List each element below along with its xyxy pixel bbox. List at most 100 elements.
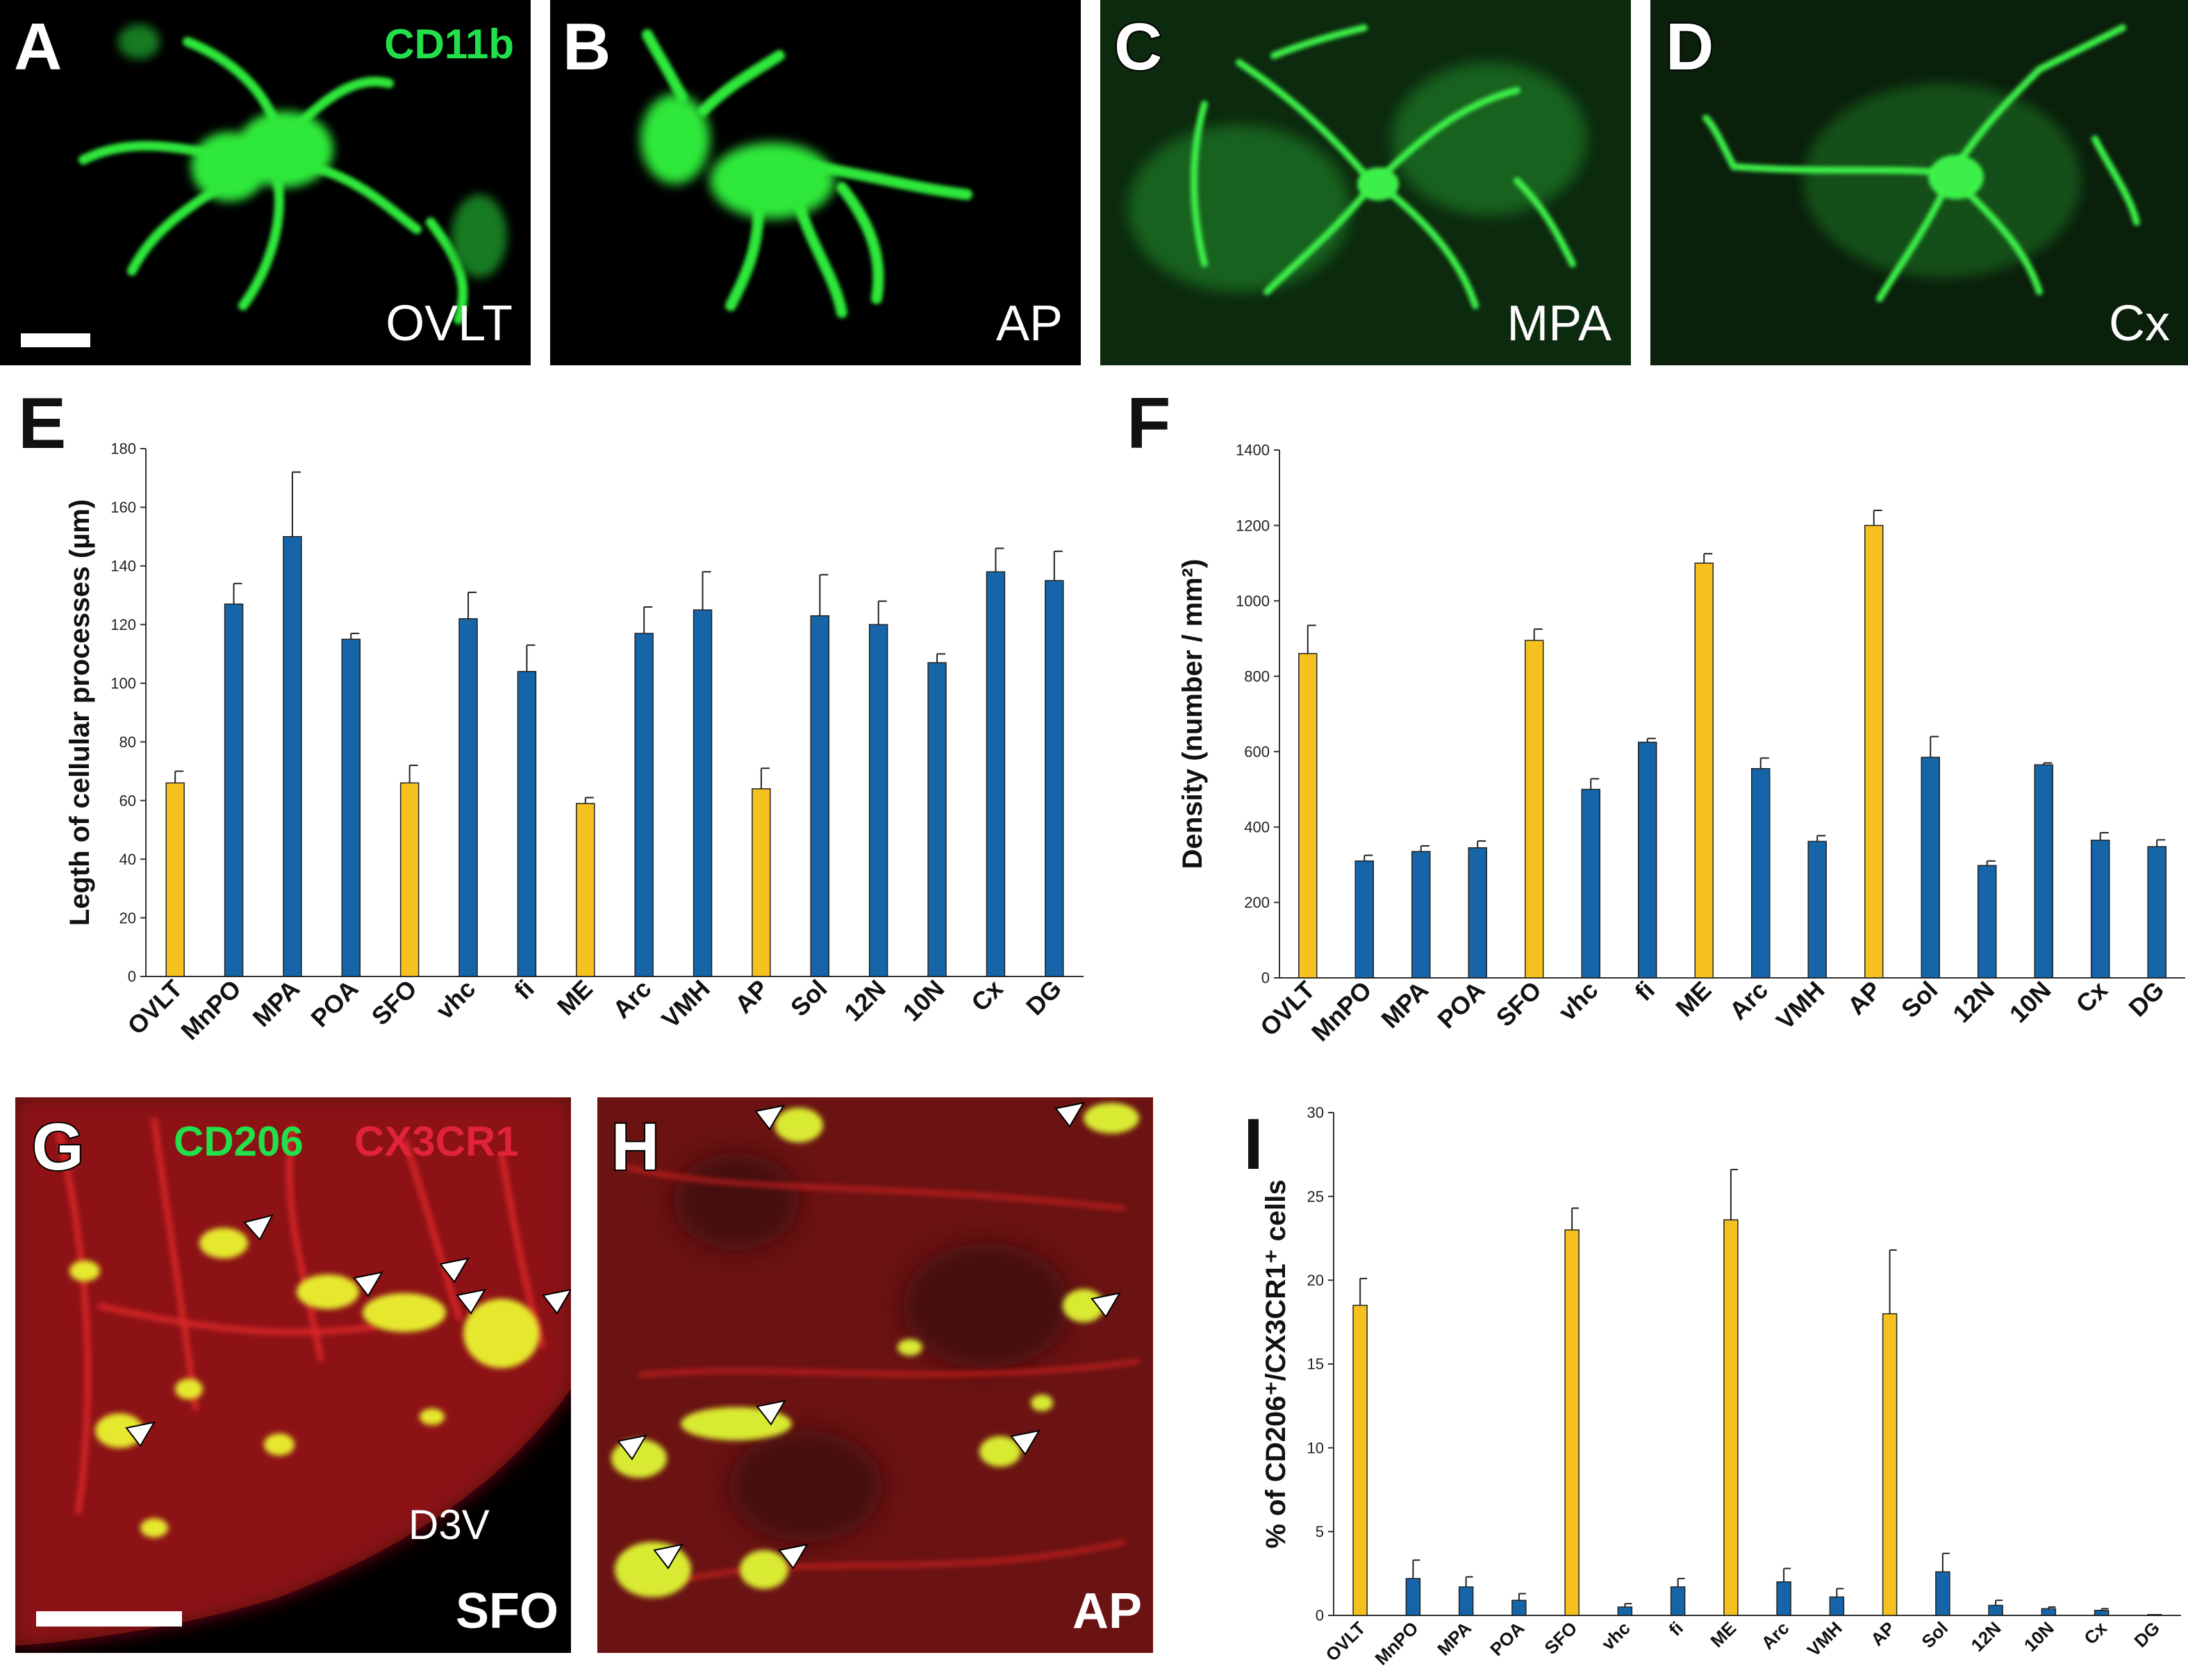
scale-bar: [36, 1611, 182, 1627]
y-axis-label: Density (number / mm²): [1177, 559, 1208, 870]
micrograph-c: C MPA: [1100, 0, 1631, 365]
y-tick-label: 800: [1244, 667, 1270, 685]
x-tick-label-ap: AP: [1866, 1617, 1899, 1650]
panel-letter-f: F: [1127, 383, 1171, 464]
region-label-sfo: SFO: [455, 1583, 558, 1639]
y-tick-label: 30: [1307, 1104, 1324, 1122]
microglia-cell-image: [1650, 0, 2188, 365]
bar-10n: [927, 662, 947, 977]
y-axis-label: Legth of cellular processes (µm): [65, 499, 95, 926]
y-tick-label: 600: [1244, 743, 1270, 760]
panel-letter-b: B: [561, 10, 612, 84]
x-tick-label-10n: 10N: [897, 974, 950, 1027]
y-tick-label: 25: [1307, 1188, 1324, 1205]
micrograph-h: H AP: [597, 1097, 1153, 1653]
x-tick-label-sfo: SFO: [1540, 1617, 1581, 1658]
y-tick-label: 1400: [1236, 442, 1270, 459]
chart-f: 0 200 400 600 800 1000 1200 1400 Density (number…: [1097, 417, 2188, 1070]
bar-sol: [810, 615, 830, 977]
x-tick-label-me: ME: [552, 974, 598, 1021]
y-tick-label: 20: [1307, 1272, 1324, 1289]
y-tick-label: 180: [110, 440, 136, 458]
x-tick-label-mnpo: MnPO: [1306, 976, 1377, 1047]
bar-vhc: [1581, 788, 1600, 979]
x-tick-label-sol: Sol: [1917, 1617, 1952, 1652]
y-tick-label: 200: [1244, 894, 1270, 911]
x-tick-label-cx: Cx: [2070, 976, 2113, 1019]
bar-mpa: [283, 535, 302, 977]
x-tick-label-arc: Arc: [607, 974, 656, 1024]
bar-sol: [1921, 756, 1940, 979]
x-tick-label-arc: Arc: [1757, 1617, 1793, 1654]
bar-ovlt: [165, 782, 185, 977]
bar-cx: [2091, 840, 2110, 979]
x-tick-label-ap: AP: [729, 974, 774, 1019]
x-tick-label-vhc: vhc: [1598, 1617, 1634, 1654]
x-tick-label-fi: fi: [1665, 1617, 1687, 1640]
y-tick-label: 80: [119, 733, 136, 751]
bar-vmh: [1829, 1596, 1845, 1616]
x-tick-label-vhc: vhc: [430, 974, 481, 1025]
bar-dg: [2147, 846, 2166, 979]
y-tick-label: 0: [128, 968, 136, 985]
region-label-mpa: MPA: [1507, 296, 1611, 351]
y-axis-label: % of CD206⁺/CX3CR1⁺ cells: [1261, 1179, 1291, 1548]
x-tick-label-mnpo: MnPO: [175, 974, 247, 1046]
micrograph-a: A CD11b OVLT: [0, 0, 531, 365]
arrowheads: [125, 1214, 571, 1447]
bar-poa: [341, 638, 361, 977]
bar-ovlt: [1298, 653, 1318, 979]
x-tick-label-vhc: vhc: [1553, 976, 1604, 1026]
bar-fi: [1638, 741, 1657, 979]
region-label-d3v: D3V: [408, 1502, 490, 1548]
x-tick-label-cx: Cx: [2080, 1617, 2111, 1649]
x-tick-label-dg: DG: [1020, 974, 1067, 1021]
micrograph-g: G CD206 CX3CR1 D3V SFO: [15, 1097, 571, 1653]
x-tick-label-mpa: MPA: [1375, 976, 1434, 1034]
stain-label-cd206: CD206: [174, 1118, 304, 1165]
panel-letter-e: E: [18, 383, 67, 464]
x-tick-label-me: ME: [1706, 1617, 1740, 1652]
stain-label-cd11b: CD11b: [384, 21, 514, 67]
chart-e: 0 20 40 60 80 100 120 140 160 180 Legth of cellula…: [0, 417, 1084, 1070]
x-tick-label-10n: 10N: [2020, 1617, 2058, 1656]
x-tick-label-dg: DG: [2130, 1617, 2164, 1652]
x-tick-label-12n: 12N: [838, 974, 891, 1027]
y-tick-label: 5: [1316, 1523, 1324, 1540]
bar-ovlt: [1352, 1304, 1368, 1616]
micrograph-b: B AP: [550, 0, 1081, 365]
bar-mnpo: [224, 604, 244, 977]
scale-bar: [21, 333, 90, 347]
ap-tissue-image: [597, 1097, 1153, 1653]
x-tick-label-mpa: MPA: [1433, 1617, 1475, 1660]
arrowheads: [617, 1101, 1121, 1570]
x-tick-label-sol: Sol: [1896, 976, 1943, 1024]
panel-letter-i: I: [1243, 1104, 1263, 1185]
chart-e-svg: 0 20 40 60 80 100 120 140 160 180 Legth of cellula…: [65, 440, 1084, 1046]
bar-arc: [1751, 767, 1771, 979]
bar-me: [1694, 563, 1714, 979]
x-tick-label-sfo: SFO: [1491, 976, 1547, 1032]
region-label-ovlt: OVLT: [386, 296, 513, 351]
chart-i-svg: 0 5 10 15 20 25 30 % of CD206⁺/CX3CR1⁺ cells OVL…: [1261, 1104, 2181, 1669]
bar-sol: [1935, 1571, 1950, 1616]
bar-ap: [1864, 524, 1884, 979]
bar-poa: [1468, 847, 1487, 979]
y-tick-label: 160: [110, 499, 136, 516]
x-tick-label-me: ME: [1670, 976, 1716, 1022]
y-tick-label: 100: [110, 674, 136, 692]
y-tick-label: 60: [119, 792, 136, 809]
y-tick-label: 0: [1316, 1607, 1324, 1624]
bar-me: [1723, 1219, 1739, 1616]
x-tick-label-12n: 12N: [1967, 1617, 2005, 1656]
y-tick-label: 40: [119, 851, 136, 868]
bar-mpa: [1458, 1586, 1474, 1616]
x-tick-label-ap: AP: [1842, 976, 1887, 1020]
stain-label-cx3cr1: CX3CR1: [354, 1118, 519, 1165]
x-tick-label-poa: POA: [1432, 976, 1490, 1034]
bar-12n: [1978, 865, 1997, 979]
x-tick-label-vmh: VMH: [1771, 976, 1830, 1036]
bar-mpa: [1411, 851, 1431, 979]
panel-letter-g: G: [31, 1110, 85, 1184]
x-tick-label-10n: 10N: [2004, 976, 2057, 1029]
